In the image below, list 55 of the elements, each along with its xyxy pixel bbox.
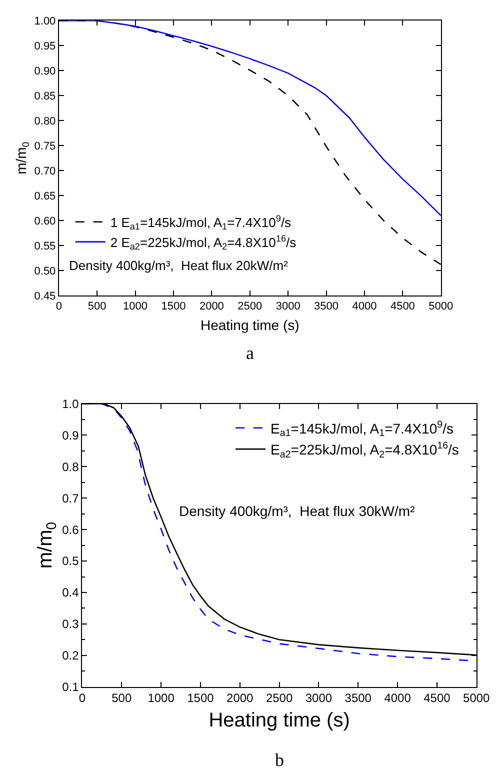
x-tick-label: 0: [78, 691, 86, 706]
x-tick-label: 4500: [424, 691, 451, 706]
y-tick-label: 0.1: [62, 680, 80, 694]
legend-label: E$_{a2}$=225kJ/mol, A$_{2}$=4.8X10$^{16}$/s: [270, 440, 459, 460]
x-tick-label: 5000: [428, 300, 454, 313]
y-tick-label: 0.8: [62, 460, 80, 474]
x-tick-label: 3500: [314, 300, 339, 313]
line-series: [58, 20, 441, 216]
x-tick-label: 4000: [384, 691, 412, 706]
annotation: Density 400kg/m³, Heat flux 30kW/m²: [179, 503, 416, 519]
y-tick-label: 0.60: [34, 215, 56, 228]
y-tick-label: 0.75: [34, 140, 56, 152]
text: b: [275, 750, 284, 770]
x-tick-label: 3000: [305, 691, 332, 706]
legend-label: 1 E$_{a1}$=145kJ/mol, A$_{1}$=7.4X10$^{9}$/s: [110, 214, 292, 232]
y-tick-label: 0.95: [34, 40, 56, 53]
x-tick-label: 5000: [463, 691, 490, 706]
y-tick-label: 0.4: [62, 586, 80, 600]
x-tick-label: 1000: [123, 300, 148, 313]
x-tick-label: 2500: [238, 300, 262, 313]
x-tick-label: 3000: [276, 300, 300, 313]
y-tick-label: 0.2: [62, 648, 80, 663]
x-tick-label: 500: [112, 691, 132, 706]
x-tick-label: 2500: [266, 691, 293, 706]
y-tick-label: 0.7: [62, 491, 80, 506]
x-tick-label: 0: [56, 300, 62, 313]
x-tick-label: 1500: [161, 300, 186, 313]
x-tick-label: 3500: [344, 691, 372, 706]
y-tick-label: 1.0: [62, 396, 80, 411]
x-tick-label: 500: [88, 300, 106, 313]
y-tick-label: 0.6: [62, 522, 80, 537]
y-tick-label: 0.90: [34, 66, 56, 78]
legend-label: E$_{a1}$=145kJ/mol, A$_{1}$=7.4X10$^{9}$/s: [270, 419, 454, 440]
y-tick-label: 1.00: [34, 16, 56, 28]
text: a: [246, 343, 254, 363]
x-axis-title: Heating time (s): [200, 316, 300, 333]
y-tick-label: 0.55: [34, 240, 56, 252]
y-tick-label: 0.80: [34, 115, 56, 128]
y-tick-label: 0.9: [62, 428, 80, 442]
x-tick-label: 2000: [226, 691, 254, 706]
y-tick-label: 0.45: [34, 290, 56, 302]
y-tick-label: 0.3: [62, 617, 80, 632]
y-tick-label: 0.70: [34, 165, 56, 178]
y-tick-label: 0.65: [34, 190, 56, 202]
x-tick-label: 2000: [199, 300, 224, 313]
annotation: Density 400kg/m³, Heat flux 20kW/m²: [69, 258, 289, 273]
x-axis-title: Heating time (s): [208, 710, 350, 732]
x-tick-label: 4000: [352, 300, 377, 313]
legend-label: 2 E$_{a2}$=225kJ/mol, A$_{2}$=4.8X10$^{16}$/s: [110, 233, 297, 252]
y-tick-label: 0.50: [34, 265, 56, 278]
x-tick-label: 4500: [390, 300, 415, 313]
y-tick-label: 0.5: [62, 554, 80, 568]
x-tick-label: 1000: [148, 691, 175, 706]
x-tick-label: 1500: [187, 691, 214, 706]
y-tick-label: 0.85: [34, 90, 56, 102]
